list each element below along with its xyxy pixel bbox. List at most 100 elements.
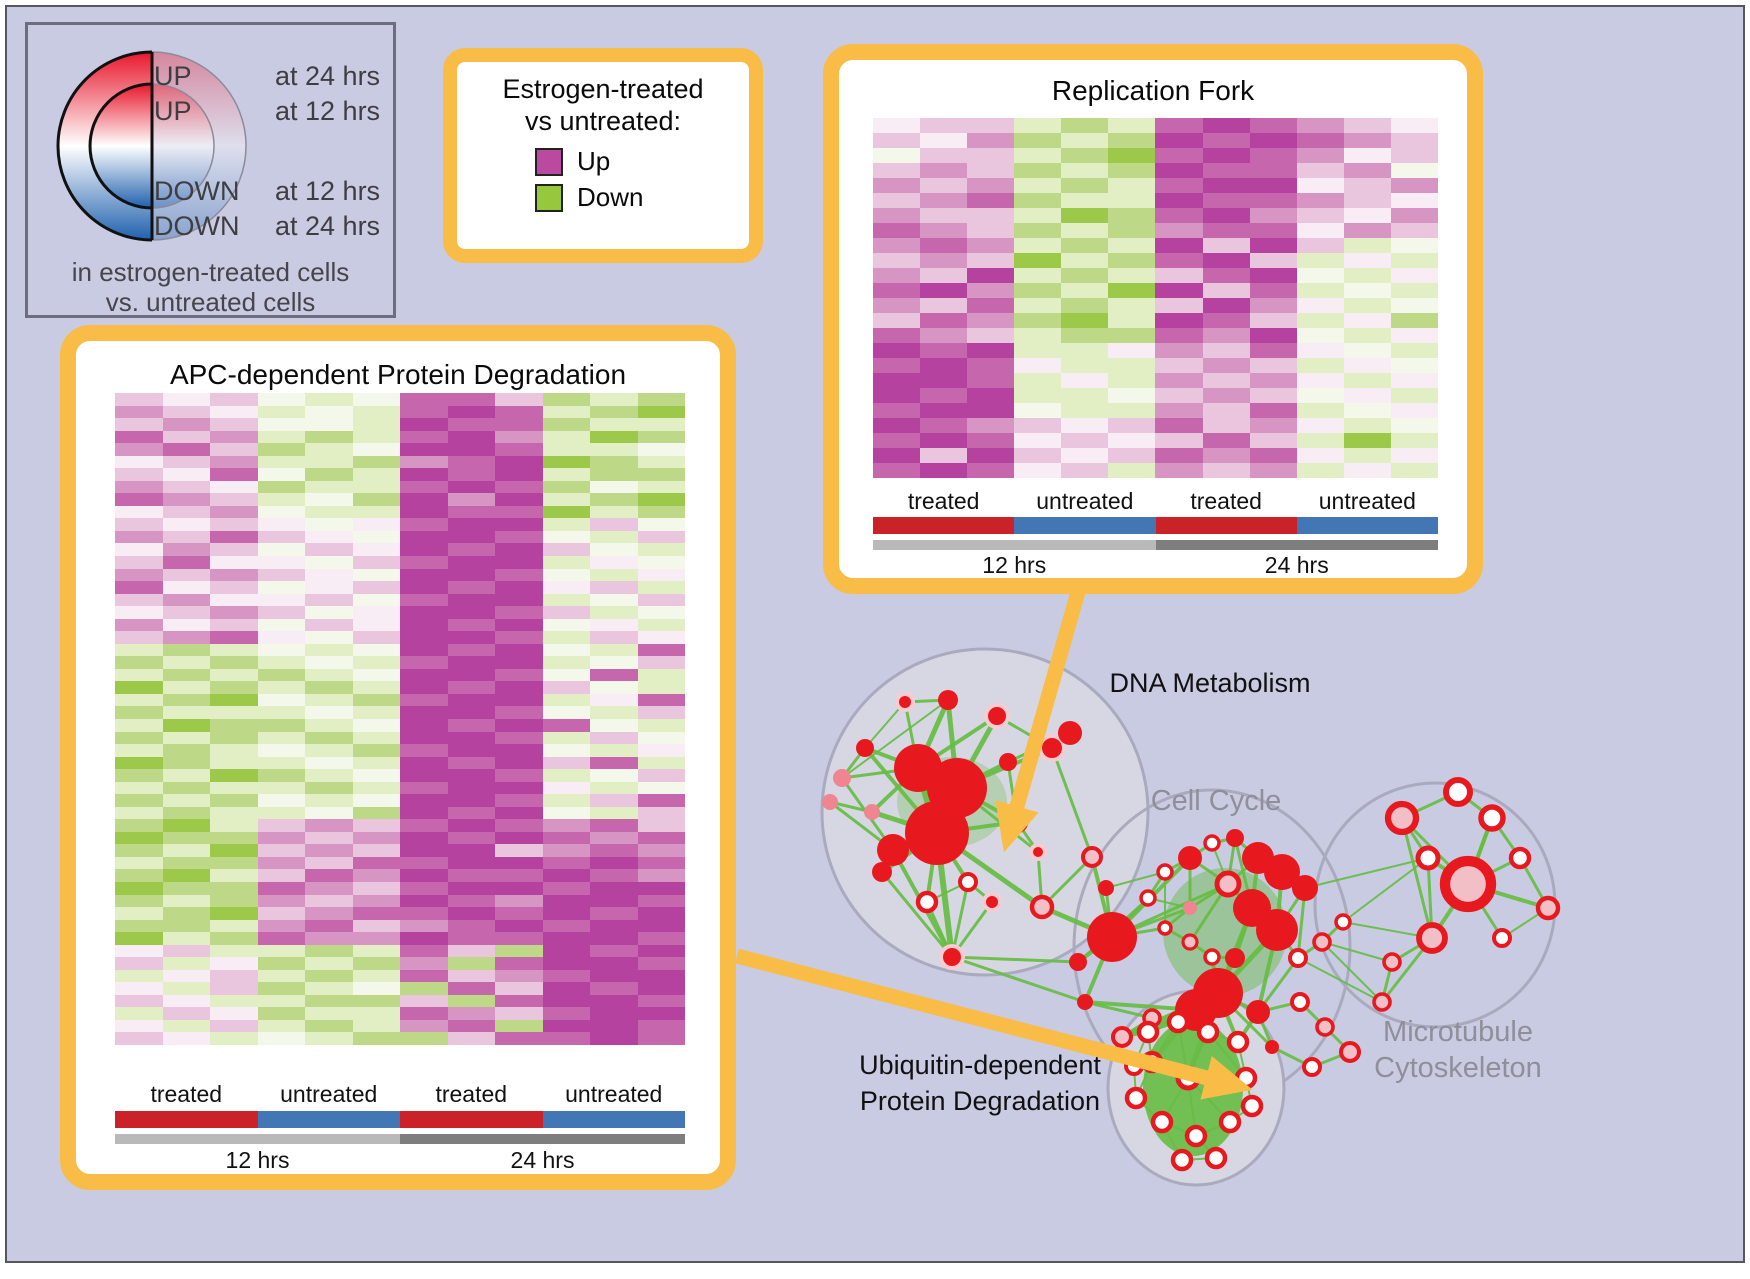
heatmap-cell <box>1014 388 1062 403</box>
heatmap-cell <box>162 957 210 970</box>
heatmap-cell <box>1202 328 1250 343</box>
heatmap-cell <box>257 919 305 933</box>
heatmap-cell <box>210 543 258 556</box>
heatmap-cell <box>495 618 543 632</box>
heatmap-cell <box>305 819 353 832</box>
heatmap-cell <box>1249 403 1297 418</box>
heatmap-cell <box>590 957 638 970</box>
heatmap-cell <box>352 505 400 519</box>
heatmap-cell <box>400 656 448 669</box>
heatmap-cell <box>590 593 638 607</box>
heatmap-cell <box>1061 463 1109 478</box>
heatmap-cell <box>1343 193 1391 208</box>
heatmap-cell <box>967 133 1015 148</box>
heatmap-cell <box>590 1019 638 1033</box>
heatmap-cell <box>1202 268 1250 283</box>
heatmap-cell <box>352 468 400 481</box>
heatmap-cell <box>637 919 685 933</box>
heatmap-cell <box>352 982 400 995</box>
heatmap-cell <box>637 856 685 870</box>
heatmap-cell <box>542 819 590 832</box>
group-label: untreated <box>1318 488 1416 514</box>
heatmap-cell <box>920 313 968 328</box>
heatmap-cell <box>1249 358 1297 373</box>
heatmap-cell <box>1202 163 1250 178</box>
heatmap-cell <box>1249 223 1297 238</box>
heatmap-cell <box>162 781 210 795</box>
heatmap-cell <box>115 856 163 870</box>
heatmap-cell <box>1061 373 1109 388</box>
heatmap-cell <box>1296 238 1344 253</box>
heatmap-cell <box>1343 358 1391 373</box>
ubiquitin-label-1: Ubiquitin-dependent <box>859 1050 1101 1080</box>
heatmap-cell <box>637 794 685 807</box>
apc-time-bar <box>115 1134 685 1144</box>
heatmap-cell <box>400 706 448 719</box>
ring-legend-caption-1: in estrogen-treated cells <box>71 257 350 287</box>
heatmap-cell <box>210 756 258 770</box>
heatmap-cell <box>352 443 400 456</box>
heatmap-cell <box>1296 328 1344 343</box>
heatmap-cell <box>1014 148 1062 163</box>
heatmap-cell <box>637 493 685 506</box>
heatmap-cell <box>637 1019 685 1033</box>
heatmap-cell <box>210 606 258 619</box>
heatmap-cell <box>1061 418 1109 433</box>
heatmap-cell <box>447 994 495 1008</box>
heatmap-cell <box>542 719 590 732</box>
heatmap-cell <box>257 556 305 569</box>
heatmap-cell <box>352 969 400 983</box>
heatmap-cell <box>1296 298 1344 313</box>
heatmap-cell <box>1061 313 1109 328</box>
heatmap-cell <box>447 819 495 832</box>
heatmap-cell <box>257 831 305 845</box>
heatmap-cell <box>542 556 590 569</box>
heatmap-cell <box>257 944 305 958</box>
heatmap-cell <box>115 393 163 406</box>
heatmap-cell <box>115 693 163 707</box>
heatmap-cell <box>400 831 448 845</box>
heatmap-cell <box>542 806 590 820</box>
heatmap-cell <box>1390 133 1438 148</box>
heatmap-cell <box>400 1032 448 1045</box>
heatmap-cell <box>400 593 448 607</box>
heatmap-cell <box>637 668 685 682</box>
heatmap-cell <box>590 944 638 958</box>
heatmap-cell <box>162 719 210 732</box>
heatmap-cell <box>115 794 163 807</box>
heatmap-cell <box>210 480 258 494</box>
down-swatch <box>535 184 563 212</box>
heatmap-cell <box>542 530 590 544</box>
heatmap-cell <box>447 882 495 895</box>
heatmap-cell <box>967 268 1015 283</box>
heatmap-cell <box>873 358 921 373</box>
heatmap-cell <box>1343 133 1391 148</box>
heatmap-cell <box>967 418 1015 433</box>
heatmap-cell <box>115 919 163 933</box>
heatmap-cell <box>447 405 495 419</box>
heatmap-cell <box>1014 373 1062 388</box>
heatmap-cell <box>257 631 305 644</box>
heatmap-cell <box>1108 328 1156 343</box>
heatmap-cell <box>210 1007 258 1020</box>
heatmap-cell <box>1108 343 1156 358</box>
condition-bar-segment <box>1296 517 1438 534</box>
heatmap-cell <box>447 781 495 795</box>
heatmap-cell <box>352 844 400 857</box>
heatmap-cell <box>257 1032 305 1045</box>
heatmap-cell <box>1155 328 1203 343</box>
heatmap-cell <box>257 1007 305 1020</box>
time-label: 12 hrs <box>982 552 1047 578</box>
heatmap-cell <box>542 894 590 908</box>
heatmap-cell <box>352 418 400 431</box>
heatmap-cell <box>1343 463 1391 478</box>
heatmap-cell <box>447 618 495 632</box>
heatmap-cell <box>305 794 353 807</box>
heatmap-cell <box>590 693 638 707</box>
heatmap-cell <box>1296 193 1344 208</box>
heatmap-cell <box>115 530 163 544</box>
heatmap-cell <box>637 1032 685 1045</box>
heatmap-cell <box>920 418 968 433</box>
heatmap-cell <box>920 238 968 253</box>
heatmap-cell <box>1343 268 1391 283</box>
